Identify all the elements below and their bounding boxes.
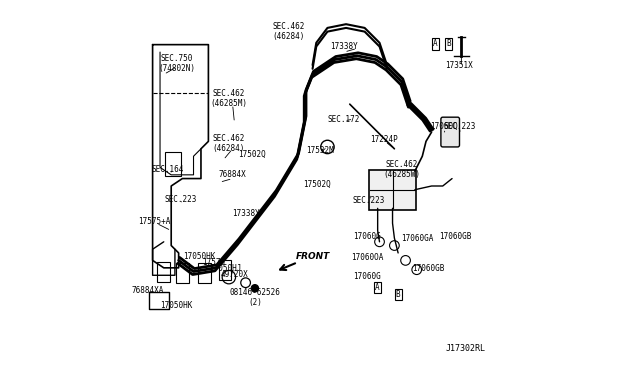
Text: SEC.750
(74802N): SEC.750 (74802N) (158, 54, 195, 73)
Text: 17502Q: 17502Q (303, 180, 331, 189)
Text: 17060G: 17060G (353, 232, 381, 241)
Text: 17502Q: 17502Q (239, 150, 266, 159)
Text: 17575: 17575 (202, 258, 225, 267)
Text: 17532M: 17532M (306, 146, 334, 155)
Text: SEC.223: SEC.223 (164, 195, 196, 203)
FancyBboxPatch shape (157, 262, 170, 282)
Text: 17060OA: 17060OA (351, 253, 383, 262)
FancyBboxPatch shape (369, 170, 417, 210)
Text: B: B (396, 290, 401, 299)
Text: 17060GB: 17060GB (412, 264, 445, 273)
Text: 76884XA: 76884XA (132, 286, 164, 295)
Text: SEC.462
(46284): SEC.462 (46284) (272, 22, 305, 41)
Text: 17338Y: 17338Y (330, 42, 358, 51)
Text: A: A (433, 39, 438, 48)
Text: SEC.172: SEC.172 (327, 115, 360, 124)
Text: SEC.462
(46284): SEC.462 (46284) (212, 134, 245, 153)
Text: SEC.223: SEC.223 (444, 122, 476, 131)
Text: 17050HJ: 17050HJ (209, 264, 241, 273)
Text: 17338Y: 17338Y (232, 209, 259, 218)
Text: SEC.462
(46285W): SEC.462 (46285W) (383, 160, 420, 179)
FancyBboxPatch shape (198, 263, 211, 283)
Text: SEC.164: SEC.164 (151, 165, 184, 174)
Text: 17050HK: 17050HK (160, 301, 192, 310)
Text: 17060GB: 17060GB (440, 232, 472, 241)
FancyBboxPatch shape (219, 260, 232, 280)
Text: J17302RL: J17302RL (445, 344, 486, 353)
Text: A: A (375, 283, 380, 292)
Text: 49720X: 49720X (221, 270, 248, 279)
Text: 17050HK: 17050HK (183, 252, 215, 261)
Text: 17224P: 17224P (370, 135, 398, 144)
FancyBboxPatch shape (441, 117, 460, 147)
Text: SEC.462
(46285M): SEC.462 (46285M) (211, 89, 248, 108)
Text: 08146-62526
(2): 08146-62526 (2) (230, 288, 280, 307)
Text: B: B (446, 39, 451, 48)
FancyBboxPatch shape (165, 152, 181, 176)
Text: 17575+A: 17575+A (138, 217, 171, 226)
Circle shape (251, 285, 259, 292)
Text: 17060G: 17060G (353, 272, 381, 280)
Text: SEC.223: SEC.223 (353, 196, 385, 205)
Text: 17060Q: 17060Q (429, 122, 458, 131)
Text: FRONT: FRONT (296, 252, 330, 261)
Text: 76884X: 76884X (219, 170, 246, 179)
Text: 17060GA: 17060GA (401, 234, 434, 243)
FancyBboxPatch shape (176, 263, 189, 283)
Text: 17351X: 17351X (445, 61, 474, 70)
